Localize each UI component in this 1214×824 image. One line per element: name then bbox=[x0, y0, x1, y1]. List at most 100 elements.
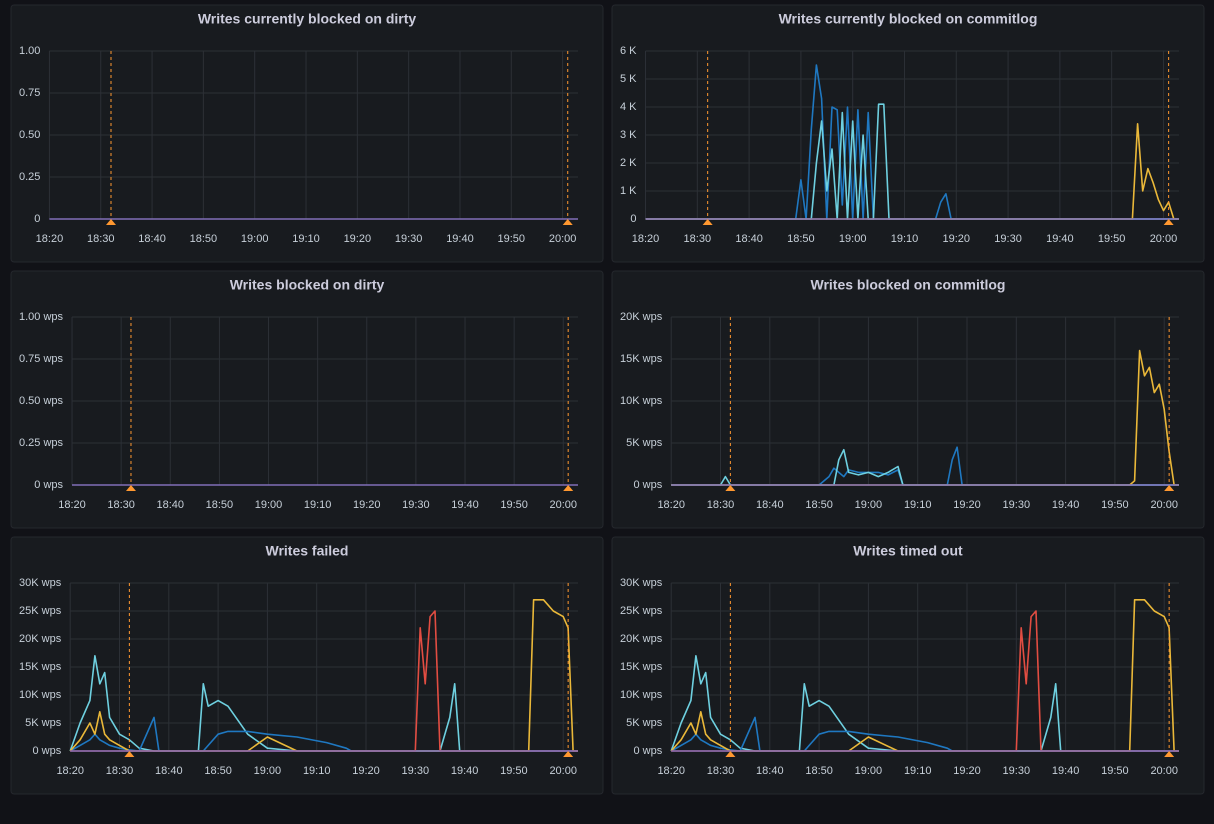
annotation-marker[interactable] bbox=[725, 751, 736, 757]
x-tick-label: 19:40 bbox=[446, 233, 474, 245]
panel-title[interactable]: Writes failed bbox=[266, 543, 349, 559]
x-tick-label: 19:00 bbox=[855, 499, 883, 511]
y-tick-label: 1.00 wps bbox=[19, 311, 64, 323]
x-tick-label: 18:40 bbox=[155, 765, 183, 777]
x-tick-label: 19:20 bbox=[344, 233, 372, 245]
x-tick-label: 19:30 bbox=[395, 233, 423, 245]
x-tick-label: 19:50 bbox=[500, 499, 528, 511]
x-tick-label: 19:20 bbox=[953, 765, 981, 777]
x-tick-label: 20:00 bbox=[549, 233, 577, 245]
x-tick-label: 19:10 bbox=[904, 499, 932, 511]
panel-title[interactable]: Writes timed out bbox=[853, 543, 963, 559]
x-tick-label: 19:20 bbox=[352, 765, 380, 777]
y-tick-label: 0 bbox=[34, 213, 40, 225]
x-tick-label: 19:40 bbox=[1046, 233, 1074, 245]
panel bbox=[611, 536, 1205, 795]
y-tick-label: 25K wps bbox=[620, 605, 663, 617]
annotation-marker[interactable] bbox=[1163, 219, 1174, 225]
x-tick-label: 19:20 bbox=[953, 499, 981, 511]
x-tick-label: 18:50 bbox=[787, 233, 815, 245]
y-tick-label: 10K wps bbox=[620, 395, 663, 407]
y-tick-label: 0.75 bbox=[19, 87, 40, 99]
annotation-marker[interactable] bbox=[125, 485, 136, 491]
annotation-marker[interactable] bbox=[725, 485, 736, 491]
x-tick-label: 19:10 bbox=[304, 499, 332, 511]
y-tick-label: 20K wps bbox=[620, 633, 663, 645]
x-tick-label: 20:00 bbox=[1150, 233, 1178, 245]
y-tick-label: 15K wps bbox=[19, 661, 62, 673]
x-tick-label: 19:10 bbox=[904, 765, 932, 777]
y-tick-label: 5 K bbox=[620, 73, 637, 85]
x-tick-label: 19:40 bbox=[1052, 499, 1080, 511]
x-tick-label: 20:00 bbox=[1150, 499, 1178, 511]
y-tick-label: 6 K bbox=[620, 45, 637, 57]
x-tick-label: 19:50 bbox=[1101, 499, 1129, 511]
x-tick-label: 18:40 bbox=[157, 499, 185, 511]
x-tick-label: 19:40 bbox=[451, 765, 479, 777]
y-tick-label: 30K wps bbox=[19, 577, 62, 589]
x-tick-label: 19:00 bbox=[241, 233, 269, 245]
x-tick-label: 18:20 bbox=[657, 765, 685, 777]
x-tick-label: 18:20 bbox=[58, 499, 86, 511]
panel-title[interactable]: Writes currently blocked on commitlog bbox=[779, 11, 1038, 27]
y-tick-label: 10K wps bbox=[19, 689, 62, 701]
x-tick-label: 19:00 bbox=[855, 765, 883, 777]
y-tick-label: 2 K bbox=[620, 157, 637, 169]
x-tick-label: 19:40 bbox=[451, 499, 479, 511]
annotation-marker[interactable] bbox=[562, 219, 573, 225]
x-tick-label: 18:40 bbox=[756, 499, 784, 511]
y-tick-label: 25K wps bbox=[19, 605, 62, 617]
y-tick-label: 3 K bbox=[620, 129, 637, 141]
x-tick-label: 19:50 bbox=[500, 765, 528, 777]
x-tick-label: 18:30 bbox=[87, 233, 115, 245]
x-tick-label: 18:30 bbox=[707, 765, 735, 777]
y-tick-label: 20K wps bbox=[620, 311, 663, 323]
x-tick-label: 18:40 bbox=[138, 233, 166, 245]
y-tick-label: 0 wps bbox=[633, 745, 662, 757]
x-tick-label: 18:20 bbox=[632, 233, 660, 245]
x-tick-label: 19:10 bbox=[292, 233, 320, 245]
y-tick-label: 10K wps bbox=[620, 689, 663, 701]
annotation-marker[interactable] bbox=[124, 751, 135, 757]
x-tick-label: 19:50 bbox=[1101, 765, 1129, 777]
annotation-marker[interactable] bbox=[563, 485, 574, 491]
x-tick-label: 18:50 bbox=[206, 499, 234, 511]
y-tick-label: 20K wps bbox=[19, 633, 62, 645]
y-tick-label: 15K wps bbox=[620, 661, 663, 673]
panel-title[interactable]: Writes blocked on dirty bbox=[230, 277, 385, 293]
annotation-marker[interactable] bbox=[702, 219, 713, 225]
y-tick-label: 0.25 bbox=[19, 171, 40, 183]
y-tick-label: 1 K bbox=[620, 185, 637, 197]
x-tick-label: 18:50 bbox=[190, 233, 218, 245]
x-tick-label: 19:50 bbox=[498, 233, 526, 245]
annotation-marker[interactable] bbox=[1164, 751, 1175, 757]
x-tick-label: 18:50 bbox=[805, 765, 833, 777]
y-tick-label: 0.25 wps bbox=[19, 437, 64, 449]
annotation-marker[interactable] bbox=[106, 219, 117, 225]
y-tick-label: 0.75 wps bbox=[19, 353, 64, 365]
x-tick-label: 18:30 bbox=[107, 499, 135, 511]
x-tick-label: 18:20 bbox=[56, 765, 84, 777]
y-tick-label: 4 K bbox=[620, 101, 637, 113]
panel-title[interactable]: Writes blocked on commitlog bbox=[811, 277, 1006, 293]
y-tick-label: 5K wps bbox=[626, 717, 663, 729]
x-tick-label: 19:30 bbox=[1003, 765, 1031, 777]
x-tick-label: 19:40 bbox=[1052, 765, 1080, 777]
panel-title[interactable]: Writes currently blocked on dirty bbox=[198, 11, 417, 27]
x-tick-label: 19:00 bbox=[254, 765, 282, 777]
y-tick-label: 1.00 bbox=[19, 45, 40, 57]
annotation-marker[interactable] bbox=[563, 751, 574, 757]
x-tick-label: 18:50 bbox=[204, 765, 232, 777]
x-tick-label: 19:30 bbox=[994, 233, 1022, 245]
panel bbox=[10, 536, 604, 795]
y-tick-label: 0.50 wps bbox=[19, 395, 64, 407]
y-tick-label: 0 wps bbox=[34, 479, 63, 491]
annotation-marker[interactable] bbox=[1164, 485, 1175, 491]
x-tick-label: 18:30 bbox=[684, 233, 712, 245]
y-tick-label: 30K wps bbox=[620, 577, 663, 589]
y-tick-label: 0 wps bbox=[633, 479, 662, 491]
x-tick-label: 19:10 bbox=[891, 233, 919, 245]
x-tick-label: 19:30 bbox=[402, 499, 430, 511]
